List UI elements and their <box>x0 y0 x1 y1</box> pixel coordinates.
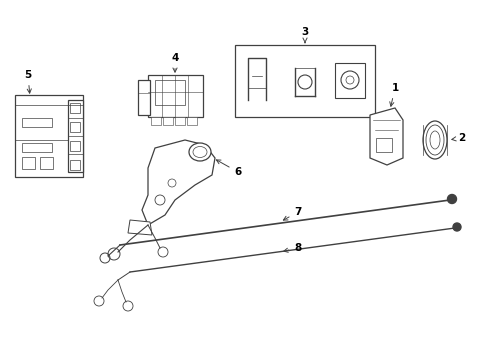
Text: 3: 3 <box>301 27 309 42</box>
Bar <box>155 80 185 105</box>
Bar <box>68 100 83 172</box>
Ellipse shape <box>430 131 440 149</box>
Bar <box>70 103 80 113</box>
Ellipse shape <box>426 125 444 155</box>
Text: 4: 4 <box>172 53 179 72</box>
Bar <box>138 80 150 115</box>
Ellipse shape <box>423 121 447 159</box>
Bar <box>40 157 53 169</box>
Bar <box>187 117 197 125</box>
Bar <box>15 95 83 177</box>
Bar <box>151 117 161 125</box>
Text: 5: 5 <box>24 70 32 93</box>
Bar <box>376 138 392 152</box>
Bar <box>235 45 375 117</box>
Bar <box>148 75 203 117</box>
Text: 8: 8 <box>284 243 302 253</box>
Bar <box>70 122 80 132</box>
Bar <box>163 117 173 125</box>
Bar <box>70 160 80 170</box>
Ellipse shape <box>189 143 211 161</box>
Polygon shape <box>128 220 152 235</box>
Bar <box>22 118 52 127</box>
Bar <box>22 157 35 169</box>
Text: 1: 1 <box>390 83 399 106</box>
Text: 6: 6 <box>217 160 242 177</box>
Bar <box>70 141 80 151</box>
Bar <box>175 117 185 125</box>
Text: 7: 7 <box>283 207 302 220</box>
Text: 2: 2 <box>452 133 466 143</box>
Ellipse shape <box>193 147 207 158</box>
Polygon shape <box>370 108 403 165</box>
Bar <box>335 63 365 98</box>
Circle shape <box>447 194 457 203</box>
Polygon shape <box>142 140 215 225</box>
Bar <box>22 143 52 152</box>
Circle shape <box>453 223 461 231</box>
